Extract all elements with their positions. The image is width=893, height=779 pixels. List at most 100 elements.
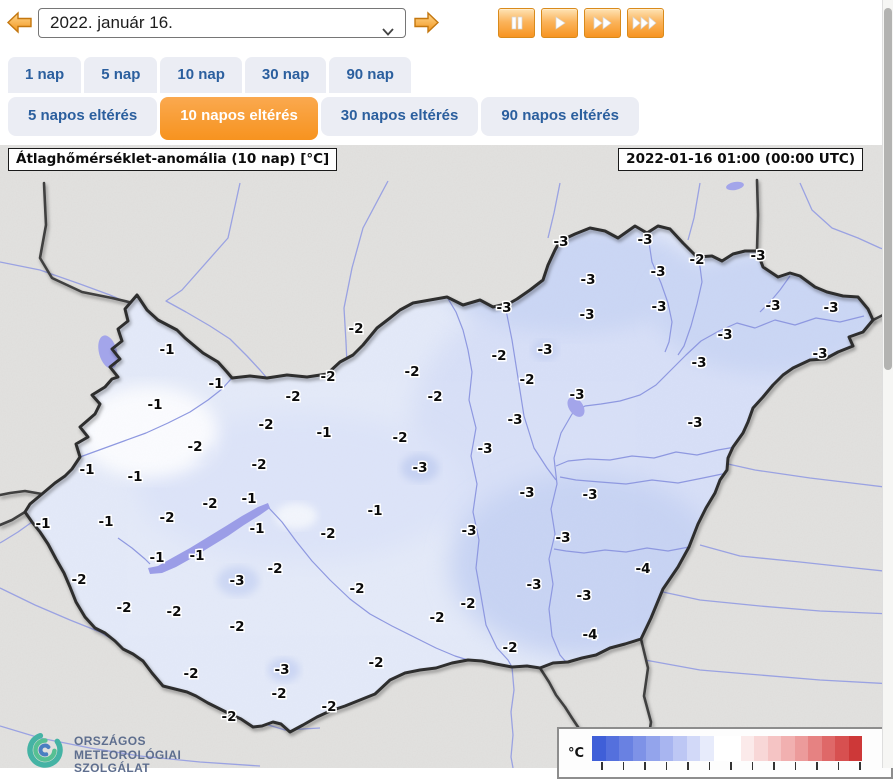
tab-30-napos-eltérés[interactable]: 30 napos eltérés	[320, 97, 479, 136]
legend-color-step	[781, 736, 795, 761]
tab-90-nap[interactable]: 90 nap	[329, 57, 411, 93]
tab-5-nap[interactable]: 5 nap	[84, 57, 158, 93]
lake-balaton	[148, 503, 270, 574]
station-value: -1	[250, 521, 265, 537]
logo-line3: SZOLGÁLAT	[74, 761, 151, 775]
legend-tick	[644, 762, 646, 770]
station-value: -3	[766, 298, 781, 314]
station-value: -1	[150, 550, 165, 566]
tab-90-napos-eltérés[interactable]: 90 napos eltérés	[481, 97, 639, 136]
weather-map[interactable]: -1 -1 -2 -2 -2 -2 -2 -1 -2 -1 -2 -2 -2 -3 -1 -1 -3 -3 -2 -3…	[0, 145, 883, 768]
station-value: -1	[80, 462, 95, 478]
next-day-arrow-icon[interactable]	[413, 11, 440, 34]
station-value: -2	[188, 439, 203, 455]
date-select[interactable]: 2022. január 16.	[38, 8, 406, 38]
station-value: -3	[577, 588, 592, 604]
legend-tick	[665, 762, 668, 770]
tab-10-napos-eltérés[interactable]: 10 napos eltérés	[160, 97, 318, 140]
station-value: -1	[317, 425, 332, 441]
station-value: -3	[824, 300, 839, 316]
station-value: -2	[503, 640, 518, 656]
pause-icon	[511, 16, 522, 30]
station-value: -3	[462, 523, 477, 539]
pause-button[interactable]	[498, 8, 535, 38]
legend-color-step	[808, 736, 822, 761]
legend-color-step	[794, 736, 808, 761]
tab-1-nap[interactable]: 1 nap	[8, 57, 82, 93]
station-value: -2	[230, 619, 245, 635]
date-select-value: 2022. január 16.	[50, 13, 173, 32]
station-value: -3	[583, 487, 598, 503]
tab-30-nap[interactable]: 30 nap	[244, 57, 327, 93]
legend-tick	[837, 762, 840, 770]
logo-line2: METEOROLÓGIAI	[74, 747, 182, 762]
station-value: -3	[556, 530, 571, 546]
play-button[interactable]	[541, 8, 578, 38]
legend-tick	[601, 762, 603, 770]
station-value: -2	[321, 369, 336, 385]
station-value: -2	[520, 372, 535, 388]
station-value: -3	[478, 441, 493, 457]
legend-colorbar	[592, 736, 862, 761]
station-value: -3	[688, 415, 703, 431]
hungary-anomaly-map-svg: -1 -1 -2 -2 -2 -2 -2 -1 -2 -1 -2 -2 -2 -3 -1 -1 -3 -3 -2 -3…	[0, 145, 883, 768]
legend-tick	[794, 762, 797, 770]
station-value: -3	[570, 387, 585, 403]
station-value: -2	[203, 496, 218, 512]
station-value: -3	[497, 300, 512, 316]
map-title: Átlaghőmérséklet-anomália (10 nap) [°C]	[8, 148, 338, 171]
station-value: -1	[160, 342, 175, 358]
station-value: -1	[128, 469, 143, 485]
station-value: -2	[252, 457, 267, 473]
legend-color-step	[767, 736, 781, 761]
station-value: -4	[636, 561, 651, 577]
station-value: -2	[349, 321, 364, 337]
legend-color-step	[713, 736, 727, 761]
station-value: -2	[268, 561, 283, 577]
station-value: -3	[652, 299, 667, 315]
anomaly-tabs: 5 napos eltérés 10 napos eltérés 30 napos …	[8, 97, 639, 140]
station-value: -3	[527, 577, 542, 593]
omsz-swirl-icon	[27, 732, 63, 768]
station-value: -2	[369, 655, 384, 671]
station-value: -3	[692, 355, 707, 371]
prev-day-arrow-icon[interactable]	[6, 11, 33, 34]
station-value: -3	[538, 342, 553, 358]
station-value: -1	[99, 514, 114, 530]
station-value: -3	[413, 460, 428, 476]
legend-tick	[751, 762, 754, 770]
tab-10-nap[interactable]: 10 nap	[160, 57, 242, 93]
legend-color-step	[632, 736, 646, 761]
fastest-forward-button[interactable]	[627, 8, 664, 38]
station-value: -2	[393, 430, 408, 446]
legend-tick	[773, 762, 775, 770]
station-value: -3	[520, 485, 535, 501]
station-value: -3	[554, 234, 569, 250]
page-scrollbar-thumb[interactable]	[884, 8, 892, 370]
map-timestamp: 2022-01-16 01:00 (00:00 UTC)	[618, 148, 863, 171]
station-value: -2	[350, 581, 365, 597]
station-value: -3	[275, 662, 290, 678]
station-value: -2	[321, 526, 336, 542]
station-value: -2	[286, 389, 301, 405]
station-value: -3	[718, 327, 733, 343]
legend-tick	[687, 762, 689, 770]
station-value: -3	[230, 573, 245, 589]
page-scrollbar-track[interactable]	[882, 0, 893, 768]
legend-color-step	[646, 736, 660, 761]
legend-color-step	[821, 736, 835, 761]
tab-5-napos-eltérés[interactable]: 5 napos eltérés	[8, 97, 158, 136]
station-value: -3	[638, 232, 653, 248]
legend-color-step	[835, 736, 849, 761]
legend-color-step	[673, 736, 687, 761]
fastest-forward-icon	[632, 16, 657, 30]
station-value: -2	[492, 348, 507, 364]
legend-color-step	[605, 736, 619, 761]
station-value: -2	[184, 666, 199, 682]
station-value: -3	[813, 346, 828, 362]
legend-color-step	[754, 736, 768, 761]
fast-forward-icon	[593, 16, 612, 30]
fast-forward-button[interactable]	[584, 8, 621, 38]
legend-unit: °C	[568, 746, 585, 761]
station-value: -1	[148, 397, 163, 413]
